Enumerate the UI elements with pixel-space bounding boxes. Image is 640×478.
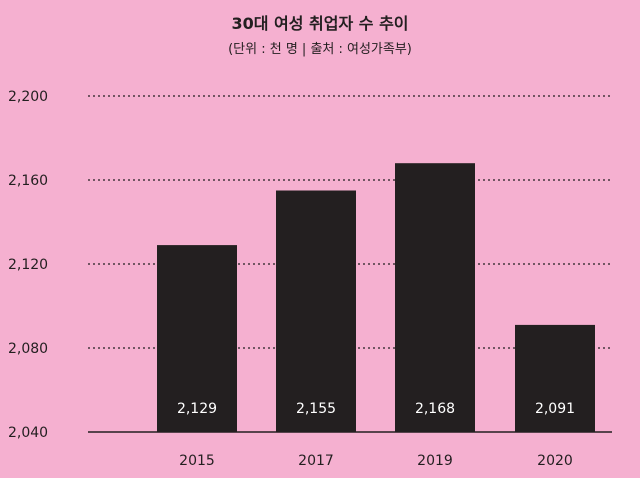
y-tick-label: 2,040 [8,425,48,441]
y-tick-label: 2,120 [8,257,48,273]
x-tick-label: 2019 [417,453,453,469]
x-axis-ticks: 2015 2017 2019 2020 [179,453,573,469]
bars: 2,129 2,155 2,168 2,091 [157,163,595,432]
y-tick-label: 2,080 [8,341,48,357]
bar [515,324,595,432]
y-axis-ticks: 2,040 2,080 2,120 2,160 2,200 [8,89,48,441]
y-tick-label: 2,200 [8,89,48,105]
y-tick-label: 2,160 [8,173,48,189]
chart-subtitle: (단위 : 천 명 | 출처 : 여성가족부) [228,42,412,57]
bar [395,163,475,432]
data-label: 2,091 [535,401,575,417]
data-label: 2,168 [415,401,455,417]
data-label: 2,155 [296,401,336,417]
x-tick-label: 2020 [537,453,573,469]
x-tick-label: 2015 [179,453,215,469]
chart-title: 30대 여성 취업자 수 추이 [231,14,409,33]
data-label: 2,129 [177,401,217,417]
bar [276,190,356,432]
bar [157,245,237,432]
x-tick-label: 2017 [298,453,334,469]
